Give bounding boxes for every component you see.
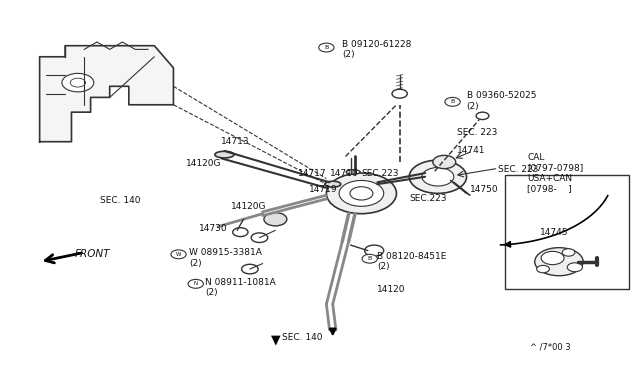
Circle shape	[326, 173, 396, 214]
Text: 14717: 14717	[298, 169, 326, 177]
Text: ▼: ▼	[271, 334, 280, 347]
Ellipse shape	[324, 181, 340, 187]
Text: SEC.223: SEC.223	[362, 169, 399, 177]
Text: W 08915-3381A
(2): W 08915-3381A (2)	[189, 248, 262, 268]
Circle shape	[541, 251, 564, 264]
Text: SEC. 140: SEC. 140	[100, 196, 141, 205]
Text: SEC. 223: SEC. 223	[499, 165, 539, 174]
Text: 14120G: 14120G	[186, 159, 221, 169]
Text: 14730: 14730	[199, 224, 228, 233]
Circle shape	[362, 254, 378, 263]
Text: 14750: 14750	[470, 185, 499, 194]
Text: ^ /7*00 3: ^ /7*00 3	[531, 342, 571, 351]
Text: B 09360-52025
(2): B 09360-52025 (2)	[467, 92, 536, 111]
Circle shape	[339, 180, 384, 206]
Circle shape	[445, 97, 460, 106]
Text: 14120G: 14120G	[231, 202, 266, 211]
Ellipse shape	[215, 151, 234, 158]
Text: 14713: 14713	[221, 137, 250, 146]
Text: 14741: 14741	[457, 147, 486, 155]
Circle shape	[70, 78, 86, 87]
Text: 14745: 14745	[540, 228, 568, 237]
Text: N: N	[194, 281, 198, 286]
Circle shape	[365, 245, 384, 256]
Circle shape	[242, 264, 258, 274]
Circle shape	[422, 167, 454, 186]
Text: B: B	[451, 99, 454, 104]
Text: SEC. 223: SEC. 223	[457, 128, 497, 137]
Circle shape	[562, 249, 575, 256]
Circle shape	[62, 73, 94, 92]
Text: W: W	[176, 252, 181, 257]
Circle shape	[350, 187, 373, 200]
Circle shape	[567, 263, 582, 272]
Circle shape	[319, 43, 334, 52]
Polygon shape	[40, 46, 173, 142]
Circle shape	[535, 248, 583, 276]
Circle shape	[233, 228, 248, 237]
Circle shape	[171, 250, 186, 259]
Text: B: B	[324, 45, 328, 50]
Circle shape	[251, 233, 268, 243]
Text: 14710: 14710	[330, 169, 358, 177]
Text: FRONT: FRONT	[75, 249, 110, 259]
Circle shape	[476, 112, 489, 119]
Circle shape	[537, 265, 549, 273]
Circle shape	[264, 212, 287, 226]
Circle shape	[188, 279, 204, 288]
Text: N 08911-1081A
(2): N 08911-1081A (2)	[205, 278, 276, 297]
Ellipse shape	[346, 170, 360, 174]
Circle shape	[433, 155, 456, 169]
Text: CAL
[0797-0798]
USA+CAN
[0798-    ]: CAL [0797-0798] USA+CAN [0798- ]	[527, 153, 583, 193]
Circle shape	[392, 89, 407, 98]
Text: 14120: 14120	[378, 285, 406, 294]
Text: B 09120-61228
(2): B 09120-61228 (2)	[342, 40, 412, 59]
Text: B: B	[367, 256, 372, 261]
Bar	[505, 175, 629, 289]
Text: B 08120-8451E
(2): B 08120-8451E (2)	[378, 252, 447, 272]
Text: SEC. 140: SEC. 140	[282, 333, 323, 342]
Circle shape	[409, 160, 467, 193]
Text: SEC.223: SEC.223	[409, 195, 447, 203]
Text: 14719: 14719	[308, 185, 337, 194]
